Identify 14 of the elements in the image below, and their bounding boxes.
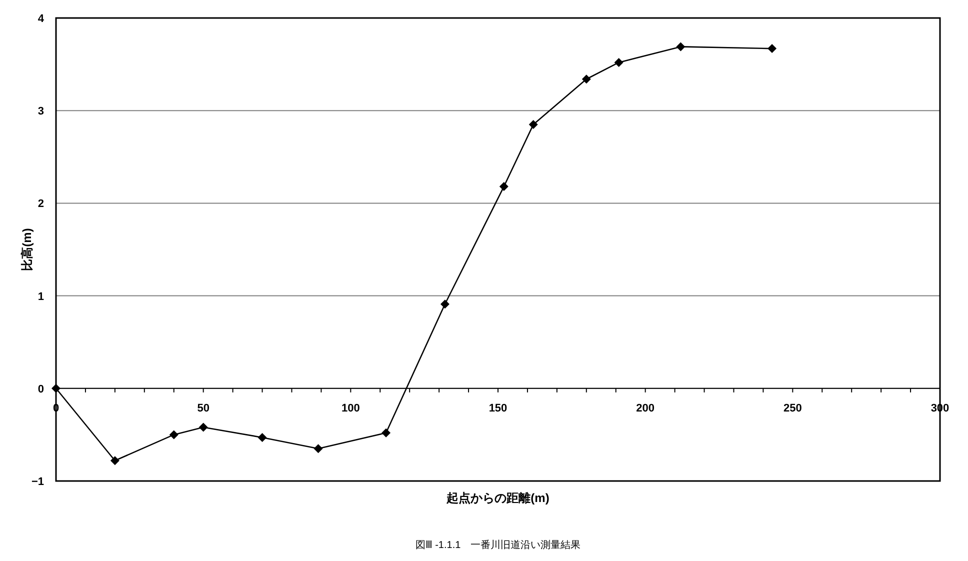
xlabel: 起点からの距離(m) bbox=[446, 491, 550, 505]
ytick: 1 bbox=[38, 290, 44, 303]
ytick: 0 bbox=[38, 383, 44, 396]
ylabel: 比高(m) bbox=[20, 228, 34, 271]
xtick: 200 bbox=[636, 402, 655, 414]
xtick: 100 bbox=[341, 402, 360, 414]
xtick: 150 bbox=[488, 402, 508, 414]
ytick: 3 bbox=[38, 106, 44, 118]
ytick: −1 bbox=[31, 476, 44, 488]
ytick: 2 bbox=[38, 198, 44, 210]
xtick: 250 bbox=[783, 402, 802, 414]
xtick: 50 bbox=[197, 402, 210, 414]
ytick: 4 bbox=[38, 13, 44, 25]
annotation: 図Ⅲ -1.1.1 一番川旧道沿い測量結果 bbox=[415, 540, 581, 551]
